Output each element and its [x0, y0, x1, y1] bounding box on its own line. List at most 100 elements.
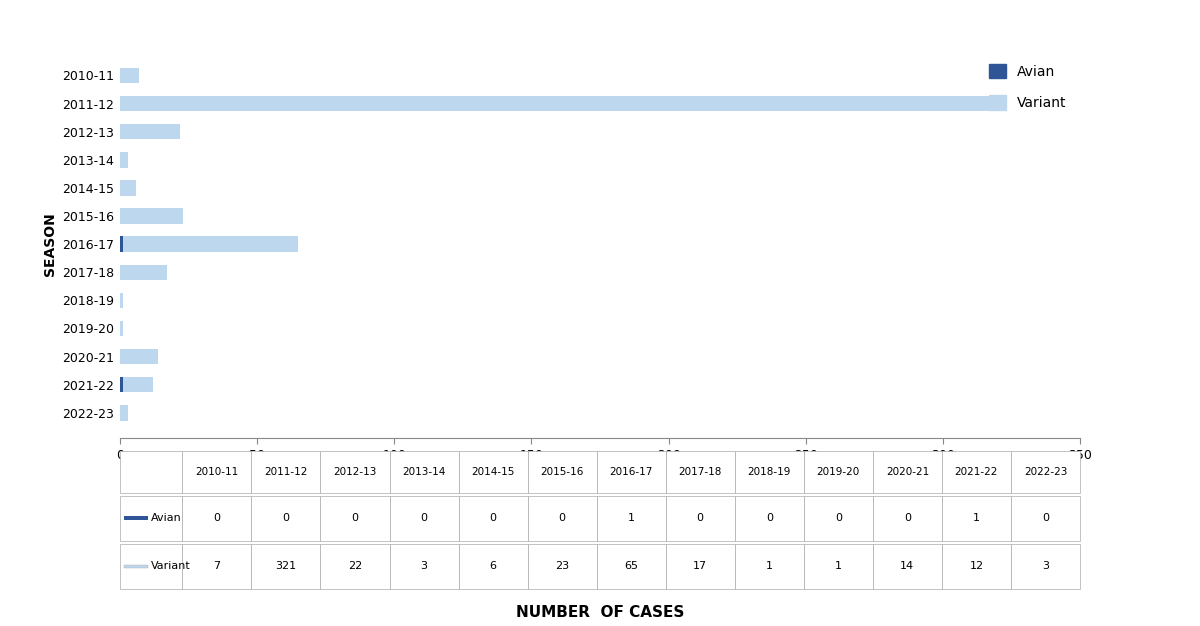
- Bar: [124, 516, 148, 520]
- Bar: [390, 544, 458, 589]
- Bar: [942, 544, 1010, 589]
- Bar: [596, 544, 666, 589]
- Text: 3: 3: [420, 562, 427, 572]
- Text: 12: 12: [970, 562, 984, 572]
- Text: 2020-21: 2020-21: [886, 467, 929, 477]
- Bar: [120, 451, 182, 493]
- Text: 2014-15: 2014-15: [472, 467, 515, 477]
- Bar: [320, 451, 390, 493]
- Text: NUMBER  OF CASES: NUMBER OF CASES: [516, 605, 684, 620]
- Text: 2022-23: 2022-23: [1024, 467, 1067, 477]
- Bar: [804, 544, 872, 589]
- Y-axis label: SEASON: SEASON: [43, 212, 56, 276]
- Bar: [120, 265, 167, 280]
- Text: 2016-17: 2016-17: [610, 467, 653, 477]
- Text: 7: 7: [214, 562, 221, 572]
- Text: 6: 6: [490, 562, 497, 572]
- Bar: [1010, 496, 1080, 541]
- Text: 2017-18: 2017-18: [678, 467, 722, 477]
- Text: 65: 65: [624, 562, 638, 572]
- Bar: [804, 496, 872, 541]
- Text: 321: 321: [276, 562, 296, 572]
- Text: Variant: Variant: [151, 562, 191, 572]
- Bar: [120, 405, 128, 421]
- Bar: [320, 496, 390, 541]
- Bar: [182, 544, 252, 589]
- Bar: [252, 496, 320, 541]
- Bar: [120, 349, 158, 364]
- Text: 0: 0: [214, 513, 221, 523]
- Bar: [666, 451, 734, 493]
- Bar: [528, 496, 596, 541]
- Bar: [120, 496, 182, 541]
- Text: 0: 0: [904, 513, 911, 523]
- Text: 2010-11: 2010-11: [196, 467, 239, 477]
- Text: 0: 0: [697, 513, 703, 523]
- Legend: Avian, Variant: Avian, Variant: [982, 57, 1073, 117]
- Bar: [120, 544, 182, 589]
- Text: 2018-19: 2018-19: [748, 467, 791, 477]
- Text: 0: 0: [559, 513, 565, 523]
- Text: 0: 0: [420, 513, 427, 523]
- Bar: [120, 292, 122, 308]
- Bar: [872, 544, 942, 589]
- Bar: [252, 451, 320, 493]
- Bar: [804, 451, 872, 493]
- Text: 0: 0: [766, 513, 773, 523]
- Bar: [120, 237, 122, 252]
- Text: 17: 17: [694, 562, 707, 572]
- Bar: [120, 237, 299, 252]
- Text: Avian: Avian: [151, 513, 181, 523]
- Bar: [458, 544, 528, 589]
- Bar: [666, 496, 734, 541]
- Text: 2021-22: 2021-22: [955, 467, 998, 477]
- Bar: [666, 544, 734, 589]
- Text: 22: 22: [348, 562, 362, 572]
- Bar: [120, 152, 128, 168]
- Text: 2012-13: 2012-13: [334, 467, 377, 477]
- Text: 0: 0: [352, 513, 359, 523]
- Bar: [872, 451, 942, 493]
- Text: 0: 0: [490, 513, 497, 523]
- Text: 3: 3: [1042, 562, 1049, 572]
- Bar: [120, 68, 139, 83]
- Text: 2013-14: 2013-14: [402, 467, 445, 477]
- Bar: [182, 451, 252, 493]
- Bar: [124, 565, 148, 568]
- Bar: [734, 451, 804, 493]
- Bar: [872, 496, 942, 541]
- Bar: [528, 451, 596, 493]
- Bar: [120, 96, 1001, 111]
- Bar: [734, 544, 804, 589]
- Text: 1: 1: [628, 513, 635, 523]
- Text: 1: 1: [766, 562, 773, 572]
- Text: 0: 0: [835, 513, 842, 523]
- Text: 23: 23: [556, 562, 569, 572]
- Text: 14: 14: [900, 562, 914, 572]
- Bar: [528, 544, 596, 589]
- Bar: [458, 496, 528, 541]
- Bar: [320, 544, 390, 589]
- Bar: [120, 377, 122, 393]
- Bar: [390, 451, 458, 493]
- Text: 0: 0: [1042, 513, 1049, 523]
- Text: 2019-20: 2019-20: [817, 467, 860, 477]
- Bar: [458, 451, 528, 493]
- Text: 2015-16: 2015-16: [540, 467, 584, 477]
- Text: 1: 1: [973, 513, 980, 523]
- Bar: [182, 496, 252, 541]
- Bar: [120, 180, 137, 196]
- Bar: [252, 544, 320, 589]
- Bar: [120, 124, 180, 140]
- Bar: [390, 496, 458, 541]
- Bar: [120, 377, 152, 393]
- Bar: [942, 451, 1010, 493]
- Text: 2011-12: 2011-12: [264, 467, 307, 477]
- Text: 0: 0: [282, 513, 289, 523]
- Bar: [734, 496, 804, 541]
- Bar: [1010, 544, 1080, 589]
- Bar: [942, 496, 1010, 541]
- Bar: [120, 208, 184, 223]
- Text: 1: 1: [835, 562, 842, 572]
- Bar: [120, 321, 122, 336]
